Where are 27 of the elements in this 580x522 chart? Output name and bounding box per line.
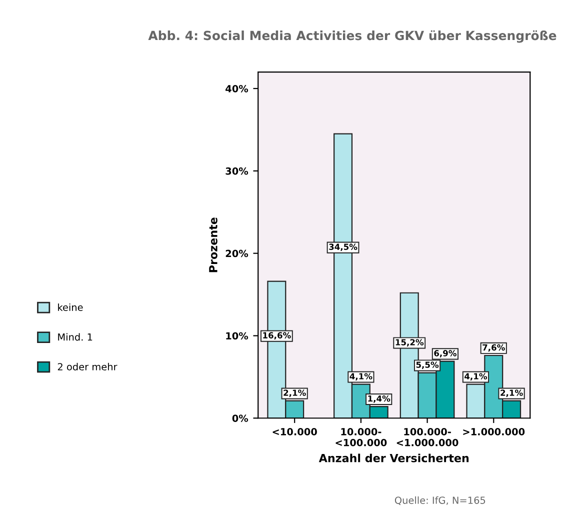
legend-label: 2 oder mehr <box>58 362 118 370</box>
y-tick-label: 0% <box>232 414 248 422</box>
data-label: 2,1% <box>284 390 306 397</box>
x-tick-label: 100.000- <1.000.000 <box>396 428 458 446</box>
data-label: 5,5% <box>416 362 439 369</box>
x-tick-label: >1.000.000 <box>463 428 525 436</box>
data-label: 16,6% <box>263 332 291 340</box>
y-tick-label: 40% <box>226 84 248 92</box>
y-axis-title: Prozente <box>209 218 218 272</box>
data-label: 34,5% <box>329 244 358 252</box>
legend-label: keine <box>58 303 83 311</box>
data-label: 6,9% <box>434 350 456 358</box>
data-label: 2,1% <box>500 390 523 397</box>
x-tick-label: 10.000- <100.000 <box>336 428 387 446</box>
x-axis-title: Anzahl der Versicherten <box>318 454 469 462</box>
data-label: 7,6% <box>482 344 505 352</box>
y-tick-label: 10% <box>226 332 248 340</box>
legend-label: Mind. 1 <box>58 333 92 341</box>
y-tick-label: 30% <box>226 167 248 175</box>
x-tick-label: <10.000 <box>272 428 317 436</box>
data-label: 1,4% <box>368 395 390 403</box>
data-label: 4,1% <box>350 373 372 380</box>
data-label: 4,1% <box>464 373 488 380</box>
data-label: 15,2% <box>396 339 424 346</box>
chart-title: Abb. 4: Social Media Activities der GKV über Kassengröße <box>148 30 556 43</box>
source-note: Quelle: IfG, N=165 <box>394 496 486 506</box>
y-tick-label: 20% <box>226 250 248 258</box>
